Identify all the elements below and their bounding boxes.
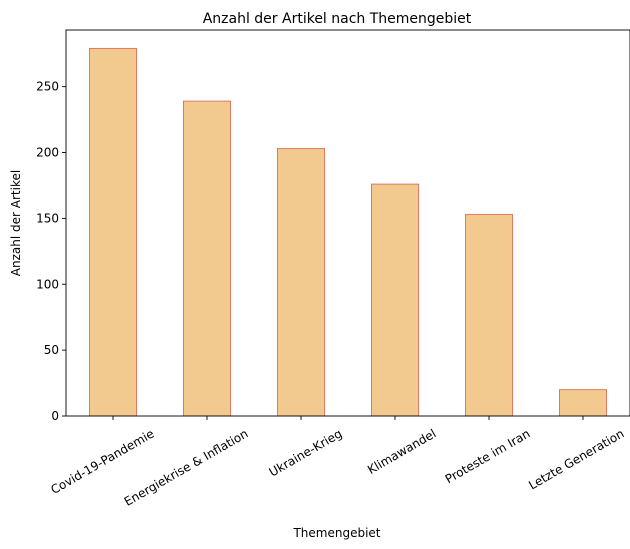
x-tick-label: Letzte Generation xyxy=(526,426,626,492)
y-tick-label: 150 xyxy=(36,211,59,225)
y-tick-label: 250 xyxy=(36,80,59,94)
bar xyxy=(89,47,137,417)
bars-group xyxy=(89,47,607,417)
bar xyxy=(183,100,231,417)
y-tick-label: 0 xyxy=(51,409,59,423)
chart-title: Anzahl der Artikel nach Themengebiet xyxy=(203,11,472,27)
bar xyxy=(559,389,607,417)
y-tick-label: 50 xyxy=(44,343,59,357)
plot-frame xyxy=(65,29,630,417)
bar xyxy=(465,213,513,417)
y-tick-label: 100 xyxy=(36,277,59,291)
x-tick-label: Proteste im Iran xyxy=(443,426,533,486)
bar xyxy=(277,148,325,417)
y-tick-label: 200 xyxy=(36,146,59,160)
x-axis-label: Themengebiet xyxy=(292,526,380,540)
x-tick-label: Ukraine-Krieg xyxy=(267,426,345,479)
bar xyxy=(371,183,419,417)
y-axis: 0 50 100 150 200 250 xyxy=(36,80,66,423)
y-axis-label: Anzahl der Artikel xyxy=(9,170,23,276)
x-tick-label: Klimawandel xyxy=(365,426,438,476)
